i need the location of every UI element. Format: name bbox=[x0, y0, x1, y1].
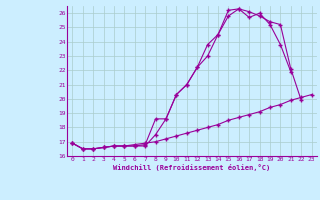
X-axis label: Windchill (Refroidissement éolien,°C): Windchill (Refroidissement éolien,°C) bbox=[113, 164, 271, 171]
